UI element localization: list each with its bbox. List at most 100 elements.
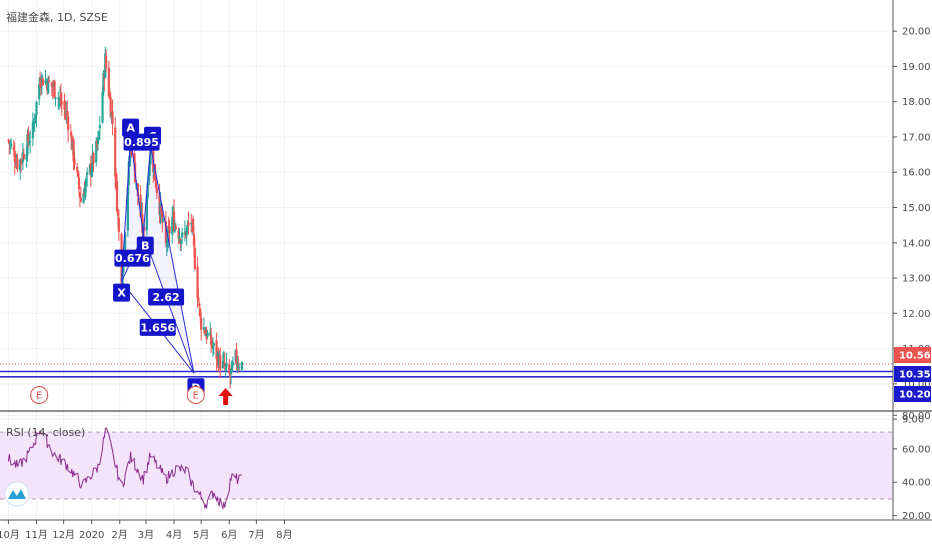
candle-body: [229, 369, 233, 374]
candle-body: [199, 309, 202, 318]
candle-body: [235, 349, 238, 364]
candle-body: [107, 67, 110, 97]
price-tick-label: 14.00: [902, 238, 931, 249]
point-x[interactable]: X: [113, 283, 131, 302]
ratio-x-b-text: 0.676: [115, 252, 150, 265]
candle-body: [28, 143, 31, 145]
candle-body: [34, 114, 37, 119]
candle-body: [149, 144, 152, 165]
candle-body: [33, 122, 36, 124]
candle-body: [63, 101, 66, 110]
candle-body: [115, 180, 119, 212]
time-axis[interactable]: 10月 11月 12月 2020 2月 3月 4月 5月 6月 7月 8月: [0, 520, 293, 541]
candle-body: [230, 361, 234, 372]
logo-icon[interactable]: [4, 481, 30, 507]
candle-body: [154, 180, 158, 188]
candle-body: [168, 226, 171, 234]
point-a-text: A: [126, 122, 135, 135]
candle-body: [95, 141, 98, 163]
candle-body: [231, 362, 234, 366]
candle-body: [178, 236, 181, 242]
candle-body: [67, 116, 70, 131]
candle-body: [202, 327, 206, 330]
candle-body: [41, 78, 44, 86]
price-tag: 10.20: [894, 386, 931, 402]
candle-body: [60, 102, 63, 105]
candle-body: [181, 232, 184, 238]
candle-body: [92, 153, 95, 164]
candle-body: [13, 153, 16, 163]
time-tick-label: 12月: [52, 529, 75, 541]
candle-body: [161, 211, 164, 223]
event-label: E: [36, 391, 42, 402]
candle-body: [211, 347, 215, 349]
ratio-a-c-bg: [123, 133, 160, 151]
candle-body: [229, 373, 232, 378]
candle-body: [26, 134, 29, 156]
candle-body: [72, 139, 75, 162]
price-tags: 10.56 10.35 10.20: [894, 347, 931, 402]
point-x-text: X: [117, 287, 126, 300]
ratio-b-d[interactable]: 2.62: [148, 288, 185, 306]
candle-body: [196, 266, 199, 299]
rsi-band: [0, 432, 893, 499]
candle-body: [191, 218, 195, 233]
candle-body: [77, 177, 81, 190]
ratio-a-c[interactable]: 0.895: [123, 133, 160, 151]
candle-body: [166, 229, 169, 248]
rsi-axis[interactable]: 80.00 60.00 40.00 20.00: [893, 411, 931, 522]
candle-body: [126, 186, 129, 231]
candle-body: [228, 364, 231, 374]
candle-body: [210, 342, 214, 347]
ratio-b-d-bg: [148, 288, 185, 306]
event-marker[interactable]: E: [30, 386, 49, 404]
candle-body: [25, 154, 28, 160]
point-a[interactable]: A: [122, 118, 140, 137]
ratio-x-d[interactable]: 1.656: [139, 318, 176, 336]
candle-body: [219, 355, 222, 370]
signal-arrow: [218, 388, 233, 405]
candle-body: [148, 163, 151, 177]
candle-body: [8, 140, 11, 144]
price-tick-label: 9.00: [902, 415, 924, 426]
candle-body: [35, 101, 38, 116]
price-tick-label: 18.00: [902, 97, 931, 108]
rsi-label: RSI (14, close): [6, 426, 85, 439]
candle-body: [59, 94, 63, 104]
price-axis[interactable]: 20.00 19.00 18.00 17.00 16.00 15.00 14.00 13.00…: [893, 27, 931, 426]
candle-body: [193, 247, 196, 269]
candle-body: [212, 343, 215, 346]
candle-body: [238, 367, 241, 369]
candle-body: [133, 153, 136, 163]
candle-body: [79, 197, 82, 202]
candle-body: [162, 219, 165, 221]
candle-body: [198, 303, 201, 306]
time-tick-label: 5月: [193, 529, 209, 541]
candle-body: [85, 178, 88, 185]
candle-body: [7, 140, 10, 142]
candle-body: [22, 154, 25, 160]
candle-body: [50, 82, 53, 87]
candle-body: [164, 221, 167, 243]
support-lines: [0, 363, 893, 378]
price-tag-label: 10.20: [899, 390, 931, 401]
price-tick-label: 17.00: [902, 132, 931, 143]
candle-body: [86, 172, 89, 175]
ratio-x-b[interactable]: 0.676: [114, 249, 151, 267]
rsi-tick-label: 80.00: [902, 411, 931, 422]
candle-body: [108, 94, 111, 98]
point-b-text: B: [141, 240, 149, 253]
candle-body: [90, 169, 93, 176]
candle-body: [237, 364, 240, 367]
event-marker[interactable]: E: [186, 386, 205, 404]
pattern-leg: [150, 145, 195, 374]
price-tick-label: 15.00: [902, 203, 931, 214]
price-tag-label: 10.56: [899, 351, 931, 362]
candle-body: [147, 179, 150, 181]
candle-body: [153, 164, 157, 181]
candle-body: [222, 360, 225, 362]
candle-body: [140, 213, 143, 215]
time-tick-label: 10月: [0, 529, 20, 541]
